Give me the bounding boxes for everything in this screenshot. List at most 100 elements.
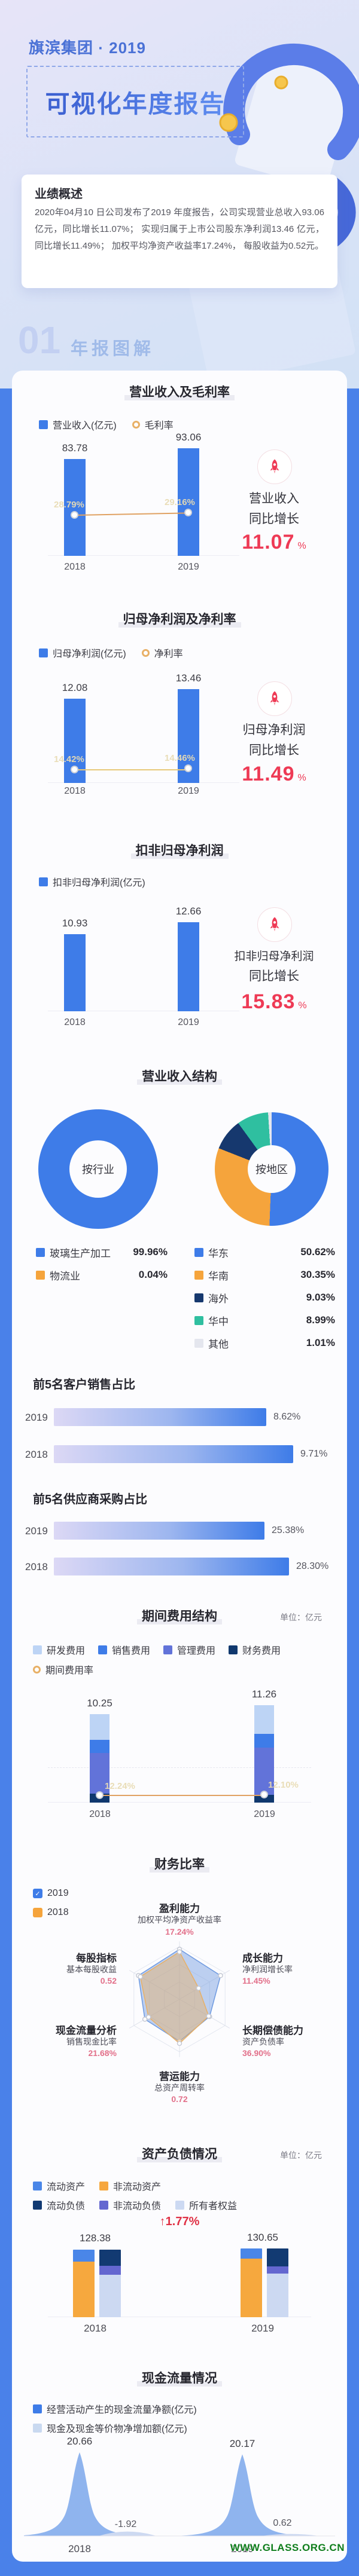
radar-axis-group: 盈利能力 <box>159 1903 200 1914</box>
section-title: 期间费用结构 <box>12 1607 347 1624</box>
rocket-badge <box>257 907 292 942</box>
report-title-box: 可视化年度报告 <box>26 66 244 137</box>
overview-body: 2020年04月10 日公司发布了2019 年度报告，公司实现营业总收入93.0… <box>35 207 324 251</box>
row-year: 2019 <box>25 1412 48 1423</box>
line-point <box>71 766 78 773</box>
industry-donut: 按行业 <box>38 1109 158 1229</box>
up-arrow-icon: ↑ <box>159 2215 166 2228</box>
chart-legend: 扣非归母净利润(亿元) <box>39 874 145 889</box>
section-title: 前5名客户销售占比 <box>33 1378 136 1391</box>
chart-legend: 研发费用 销售费用 管理费用 财务费用 <box>33 1642 281 1657</box>
x-label: 2019 <box>254 1809 275 1819</box>
legend-swatch <box>33 2181 42 2190</box>
margin-label-2019: 29.16% <box>165 497 195 507</box>
legend-swatch <box>33 2404 42 2413</box>
legend-item: 期间费用率 <box>33 1662 93 1676</box>
section-title: 营业收入结构 <box>12 1067 347 1085</box>
axis-baseline <box>48 1802 311 1803</box>
liabilities-column-2019 <box>267 2248 288 2317</box>
section-top5-suppliers: 前5名供应商采购占比 2019 25.38% 2018 28.30% <box>12 1489 347 1607</box>
legend-swatch <box>33 2200 42 2210</box>
axis-baseline <box>48 555 239 556</box>
legend-item: 管理费用 <box>163 1642 215 1657</box>
stack-segment <box>254 1748 274 1795</box>
axis-baseline <box>48 782 239 783</box>
radar-axis-group: 现金流量分析 <box>56 2025 117 2036</box>
section-title: 前5名供应商采购占比 <box>33 1493 148 1506</box>
radar-axis-group: 长期偿债能力 <box>242 2025 303 2036</box>
assets-column-2018 <box>73 2250 95 2317</box>
radar-axis-metric: 销售现金比率 <box>66 2037 117 2046</box>
donut-center-label: 按地区 <box>248 1145 296 1193</box>
radar-axis-metric: 净利润增长率 <box>242 1965 293 1974</box>
legend-swatch <box>194 1247 203 1257</box>
operating-2019: 20.17 <box>229 2438 255 2449</box>
legend-swatch <box>194 1270 203 1280</box>
radar-axis-value: 11.45% <box>242 1976 270 1985</box>
check-icon: ✓ <box>33 1889 42 1898</box>
row-year: 2018 <box>25 1561 48 1572</box>
chart-legend: 期间费用率 <box>33 1662 93 1676</box>
total-2019: 130.65 <box>247 2232 278 2243</box>
legend-swatch <box>36 1247 45 1257</box>
line-marker-icon <box>141 648 150 657</box>
stack-segment <box>90 1714 109 1740</box>
stack-segment <box>90 1740 109 1753</box>
bar-2019: 93.06 <box>176 432 201 556</box>
row-pct: 8.62% <box>273 1412 301 1422</box>
radar-axis-group: 成长能力 <box>242 1953 283 1964</box>
legend-swatch <box>39 877 48 886</box>
net-increase-2019: 0.62 <box>273 2518 292 2528</box>
section-top5-customers: 前5名客户销售占比 2019 8.62% 2018 9.71% <box>12 1375 347 1489</box>
hbar-row: 2018 9.71% <box>12 1445 347 1463</box>
stack-segment <box>254 1733 274 1748</box>
total-2018: 128.38 <box>80 2232 111 2244</box>
line-point <box>96 1791 104 1799</box>
chart-legend: 经营活动产生的现金流量净额(亿元) <box>33 2401 197 2416</box>
chart-legend: 流动资产 非流动资产 <box>33 2179 161 2193</box>
row-pct: 28.30% <box>296 1561 329 1571</box>
x-label: 2018 <box>68 2543 91 2554</box>
stack-segment <box>254 1705 274 1734</box>
report-title: 可视化年度报告 <box>45 84 226 120</box>
radar-chart <box>129 1941 230 2057</box>
radar-axis-metric: 基本每股收益 <box>66 1965 117 1974</box>
row-year: 2018 <box>25 1449 48 1460</box>
rocket-icon <box>270 691 279 706</box>
unit-label: 单位：亿元 <box>280 1613 322 1622</box>
legend-item: 物流业 0.04% <box>36 1269 168 1282</box>
legend-item: 研发费用 <box>33 1642 85 1657</box>
legend-swatch <box>175 2200 185 2210</box>
rocket-icon <box>270 917 279 932</box>
unit-label: 单位：亿元 <box>280 2150 322 2160</box>
margin-label-2018: 14.42% <box>54 754 84 764</box>
bar-2018: 10.93 <box>62 917 87 1011</box>
stack-segment <box>90 1752 109 1794</box>
gradient-bar <box>54 1558 289 1575</box>
legend-item: 玻璃生产加工 99.96% <box>36 1246 168 1259</box>
section-balance-sheet: 资产负债情况 单位：亿元 流动资产 非流动资产 流动负债 非流动负债 所有者权益… <box>12 2144 347 2369</box>
stack-segment <box>241 2258 262 2317</box>
brand-title: 旗滨集团 · 2019 <box>29 39 146 57</box>
stack-segment <box>267 2274 288 2317</box>
operating-2018: 20.66 <box>66 2436 93 2447</box>
section-title: 财务比率 <box>12 1855 347 1873</box>
x-label: 2018 <box>89 1809 111 1819</box>
gradient-bar <box>54 1408 266 1426</box>
highlight-caption: 同比增长 <box>249 512 299 526</box>
legend-item: 归母净利润(亿元) <box>39 645 126 660</box>
legend-swatch <box>39 648 48 657</box>
stack-segment <box>241 2248 262 2259</box>
legend-swatch <box>99 2200 109 2210</box>
section-title: 营业收入及毛利率 <box>12 383 347 400</box>
legend-item: 扣非归母净利润(亿元) <box>39 874 145 889</box>
line-point <box>260 1791 268 1798</box>
radar-axis-value: 21.68% <box>88 2048 117 2058</box>
rocket-badge <box>257 681 292 716</box>
radar-legend-2018: 2018 <box>33 1907 69 1918</box>
legend-item: 其他 1.01% <box>194 1337 335 1350</box>
legend-item: 毛利率 <box>132 417 174 432</box>
stack-segment <box>99 2275 121 2317</box>
highlight-value: 11.49% <box>242 763 306 785</box>
radar-axis-metric: 总资产周转率 <box>154 2083 205 2092</box>
